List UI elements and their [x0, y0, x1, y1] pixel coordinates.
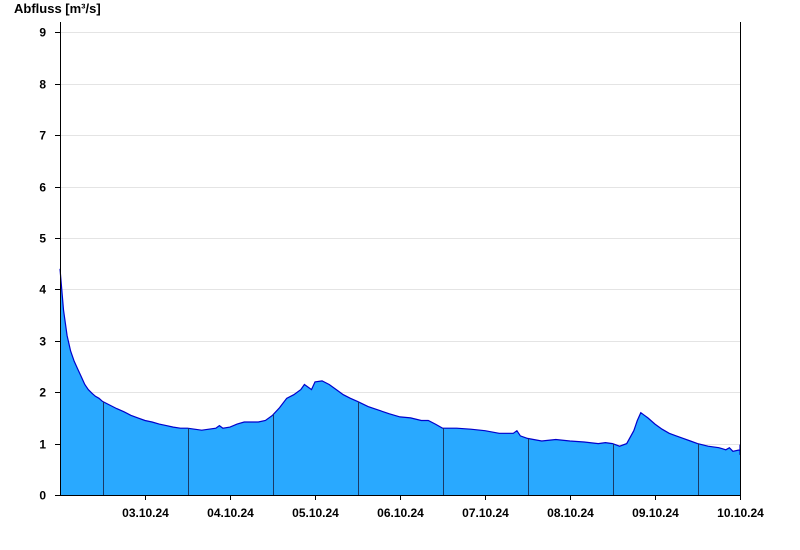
x-tick-label: 10.10.24 — [717, 506, 764, 520]
discharge-area — [60, 268, 740, 495]
x-tick-label: 05.10.24 — [292, 506, 339, 520]
y-tick-label: 4 — [39, 283, 46, 297]
y-tick-label: 1 — [39, 438, 46, 452]
day-dividers — [103, 401, 699, 495]
x-tick-label: 09.10.24 — [632, 506, 679, 520]
y-tick-label: 6 — [39, 181, 46, 195]
x-tick-label: 07.10.24 — [462, 506, 509, 520]
y-tick-label: 7 — [39, 129, 46, 143]
discharge-line — [59, 268, 741, 455]
x-tick-label: 06.10.24 — [377, 506, 424, 520]
x-tick-label: 08.10.24 — [547, 506, 594, 520]
grid-lines — [60, 32, 740, 445]
y-tick-label: 8 — [39, 78, 46, 92]
y-ticks: 0 1 2 3 4 5 6 7 8 9 — [39, 26, 60, 503]
x-tick-label: 03.10.24 — [122, 506, 169, 520]
y-tick-label: 5 — [39, 232, 46, 246]
y-tick-label: 0 — [39, 489, 46, 503]
x-ticks: 03.10.24 04.10.24 05.10.24 06.10.24 07.10.24… — [122, 495, 764, 520]
y-tick-label: 9 — [39, 26, 46, 40]
x-tick-label: 04.10.24 — [207, 506, 254, 520]
plot-area — [59, 268, 741, 495]
y-tick-label: 2 — [39, 386, 46, 400]
y-tick-label: 3 — [39, 335, 46, 349]
y-axis-title: Abfluss [m³/s] — [14, 1, 101, 16]
